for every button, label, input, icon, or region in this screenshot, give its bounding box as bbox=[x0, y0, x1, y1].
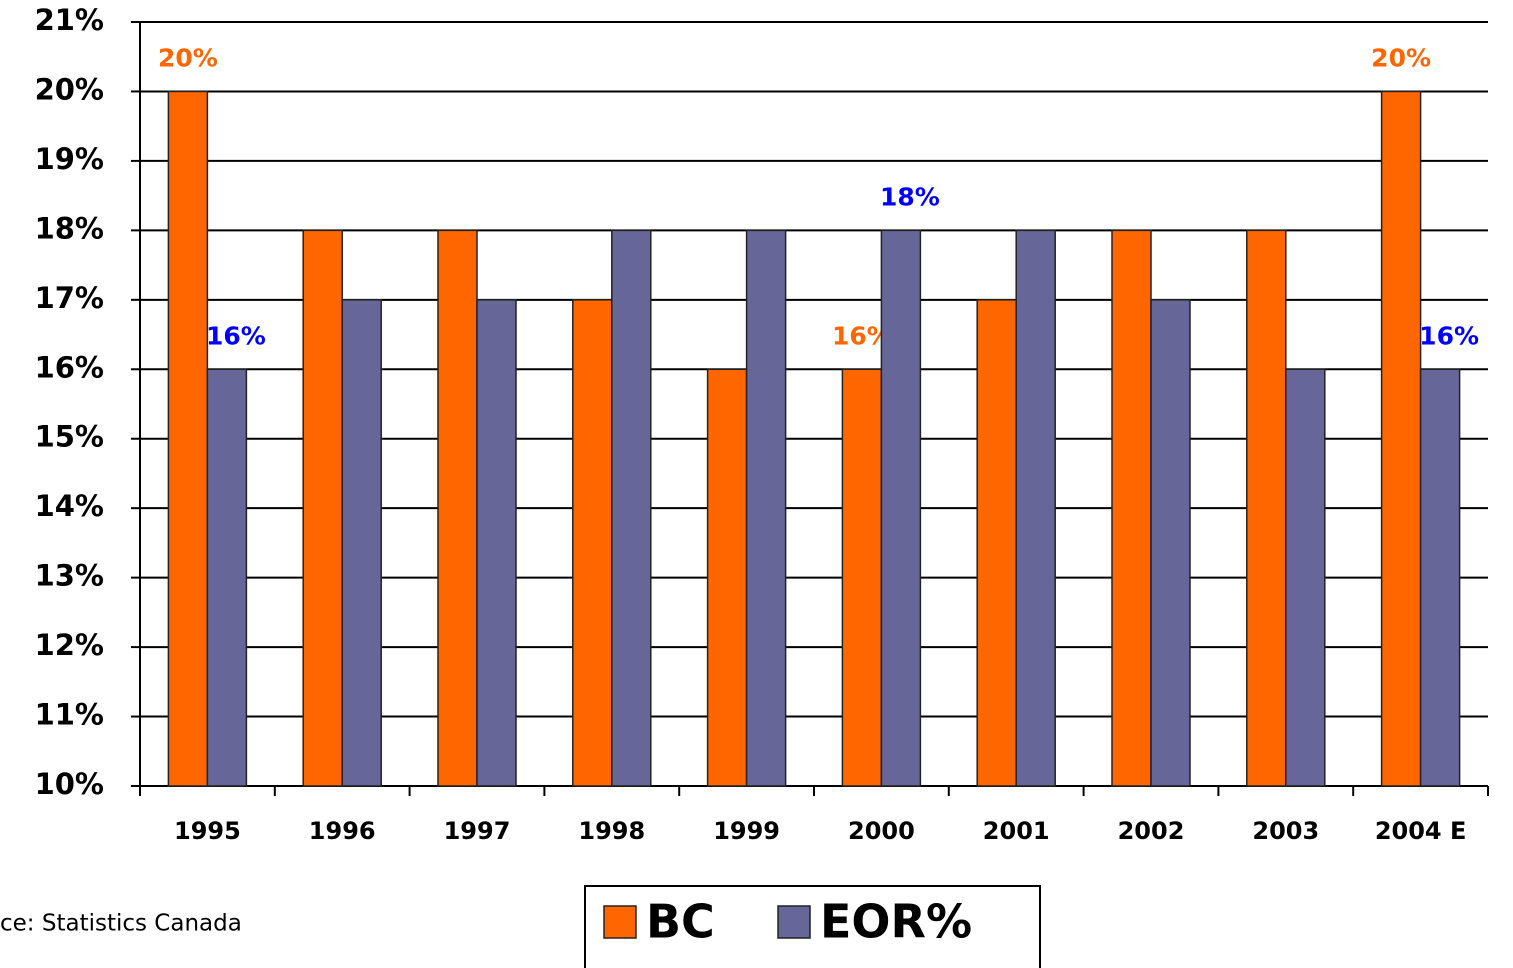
y-tick-label: 12% bbox=[35, 628, 104, 662]
y-tick-label: 11% bbox=[35, 698, 104, 732]
bar bbox=[167, 90, 209, 787]
x-tick-label: 1997 bbox=[444, 817, 511, 845]
bar bbox=[745, 229, 787, 787]
bar bbox=[1419, 368, 1461, 787]
x-tick-label: 1996 bbox=[309, 817, 376, 845]
data-label: 18% bbox=[880, 182, 940, 211]
y-tick-label: 19% bbox=[35, 142, 104, 176]
bar bbox=[1111, 229, 1152, 787]
x-tick-label: 2003 bbox=[1252, 817, 1319, 845]
bar bbox=[206, 368, 248, 787]
y-tick-label: 18% bbox=[35, 211, 104, 245]
x-tick-label: 2004 E bbox=[1375, 817, 1467, 845]
y-tick-label: 16% bbox=[35, 350, 104, 384]
bar bbox=[476, 299, 517, 787]
bar bbox=[611, 229, 652, 787]
legend-swatch bbox=[777, 905, 811, 939]
bar bbox=[976, 299, 1017, 787]
bar bbox=[437, 229, 478, 787]
x-tick-label: 1999 bbox=[713, 817, 780, 845]
data-label: 20% bbox=[158, 43, 218, 72]
x-tick-label: 2000 bbox=[848, 817, 915, 845]
y-tick-label: 13% bbox=[35, 559, 104, 593]
data-label: 20% bbox=[1371, 43, 1431, 72]
y-tick-label: 14% bbox=[35, 489, 104, 523]
legend-swatch bbox=[603, 905, 637, 939]
bar bbox=[572, 299, 613, 787]
data-label: 16% bbox=[1419, 321, 1479, 350]
x-tick-label: 1998 bbox=[578, 817, 645, 845]
x-tick-label: 1995 bbox=[174, 817, 241, 845]
y-tick-label: 17% bbox=[35, 281, 104, 315]
y-tick-label: 20% bbox=[35, 72, 104, 106]
legend-box bbox=[584, 885, 1041, 968]
bar bbox=[1150, 299, 1191, 787]
bar bbox=[1015, 229, 1056, 787]
bar bbox=[1246, 229, 1287, 787]
source-note: ce: Statistics Canada bbox=[0, 911, 242, 937]
legend-label: EOR% bbox=[820, 895, 972, 949]
bar bbox=[341, 299, 382, 787]
bar bbox=[880, 229, 922, 787]
legend-label: BC bbox=[646, 895, 715, 949]
bar bbox=[302, 229, 343, 787]
bar bbox=[1380, 90, 1422, 787]
x-tick-label: 2002 bbox=[1118, 817, 1185, 845]
bar bbox=[841, 368, 883, 787]
y-tick-label: 10% bbox=[35, 767, 104, 801]
y-tick-label: 21% bbox=[35, 3, 104, 37]
bar bbox=[1285, 368, 1326, 787]
x-tick-label: 2001 bbox=[983, 817, 1050, 845]
data-label: 16% bbox=[206, 321, 266, 350]
y-tick-label: 15% bbox=[35, 420, 104, 454]
bar bbox=[706, 368, 748, 787]
